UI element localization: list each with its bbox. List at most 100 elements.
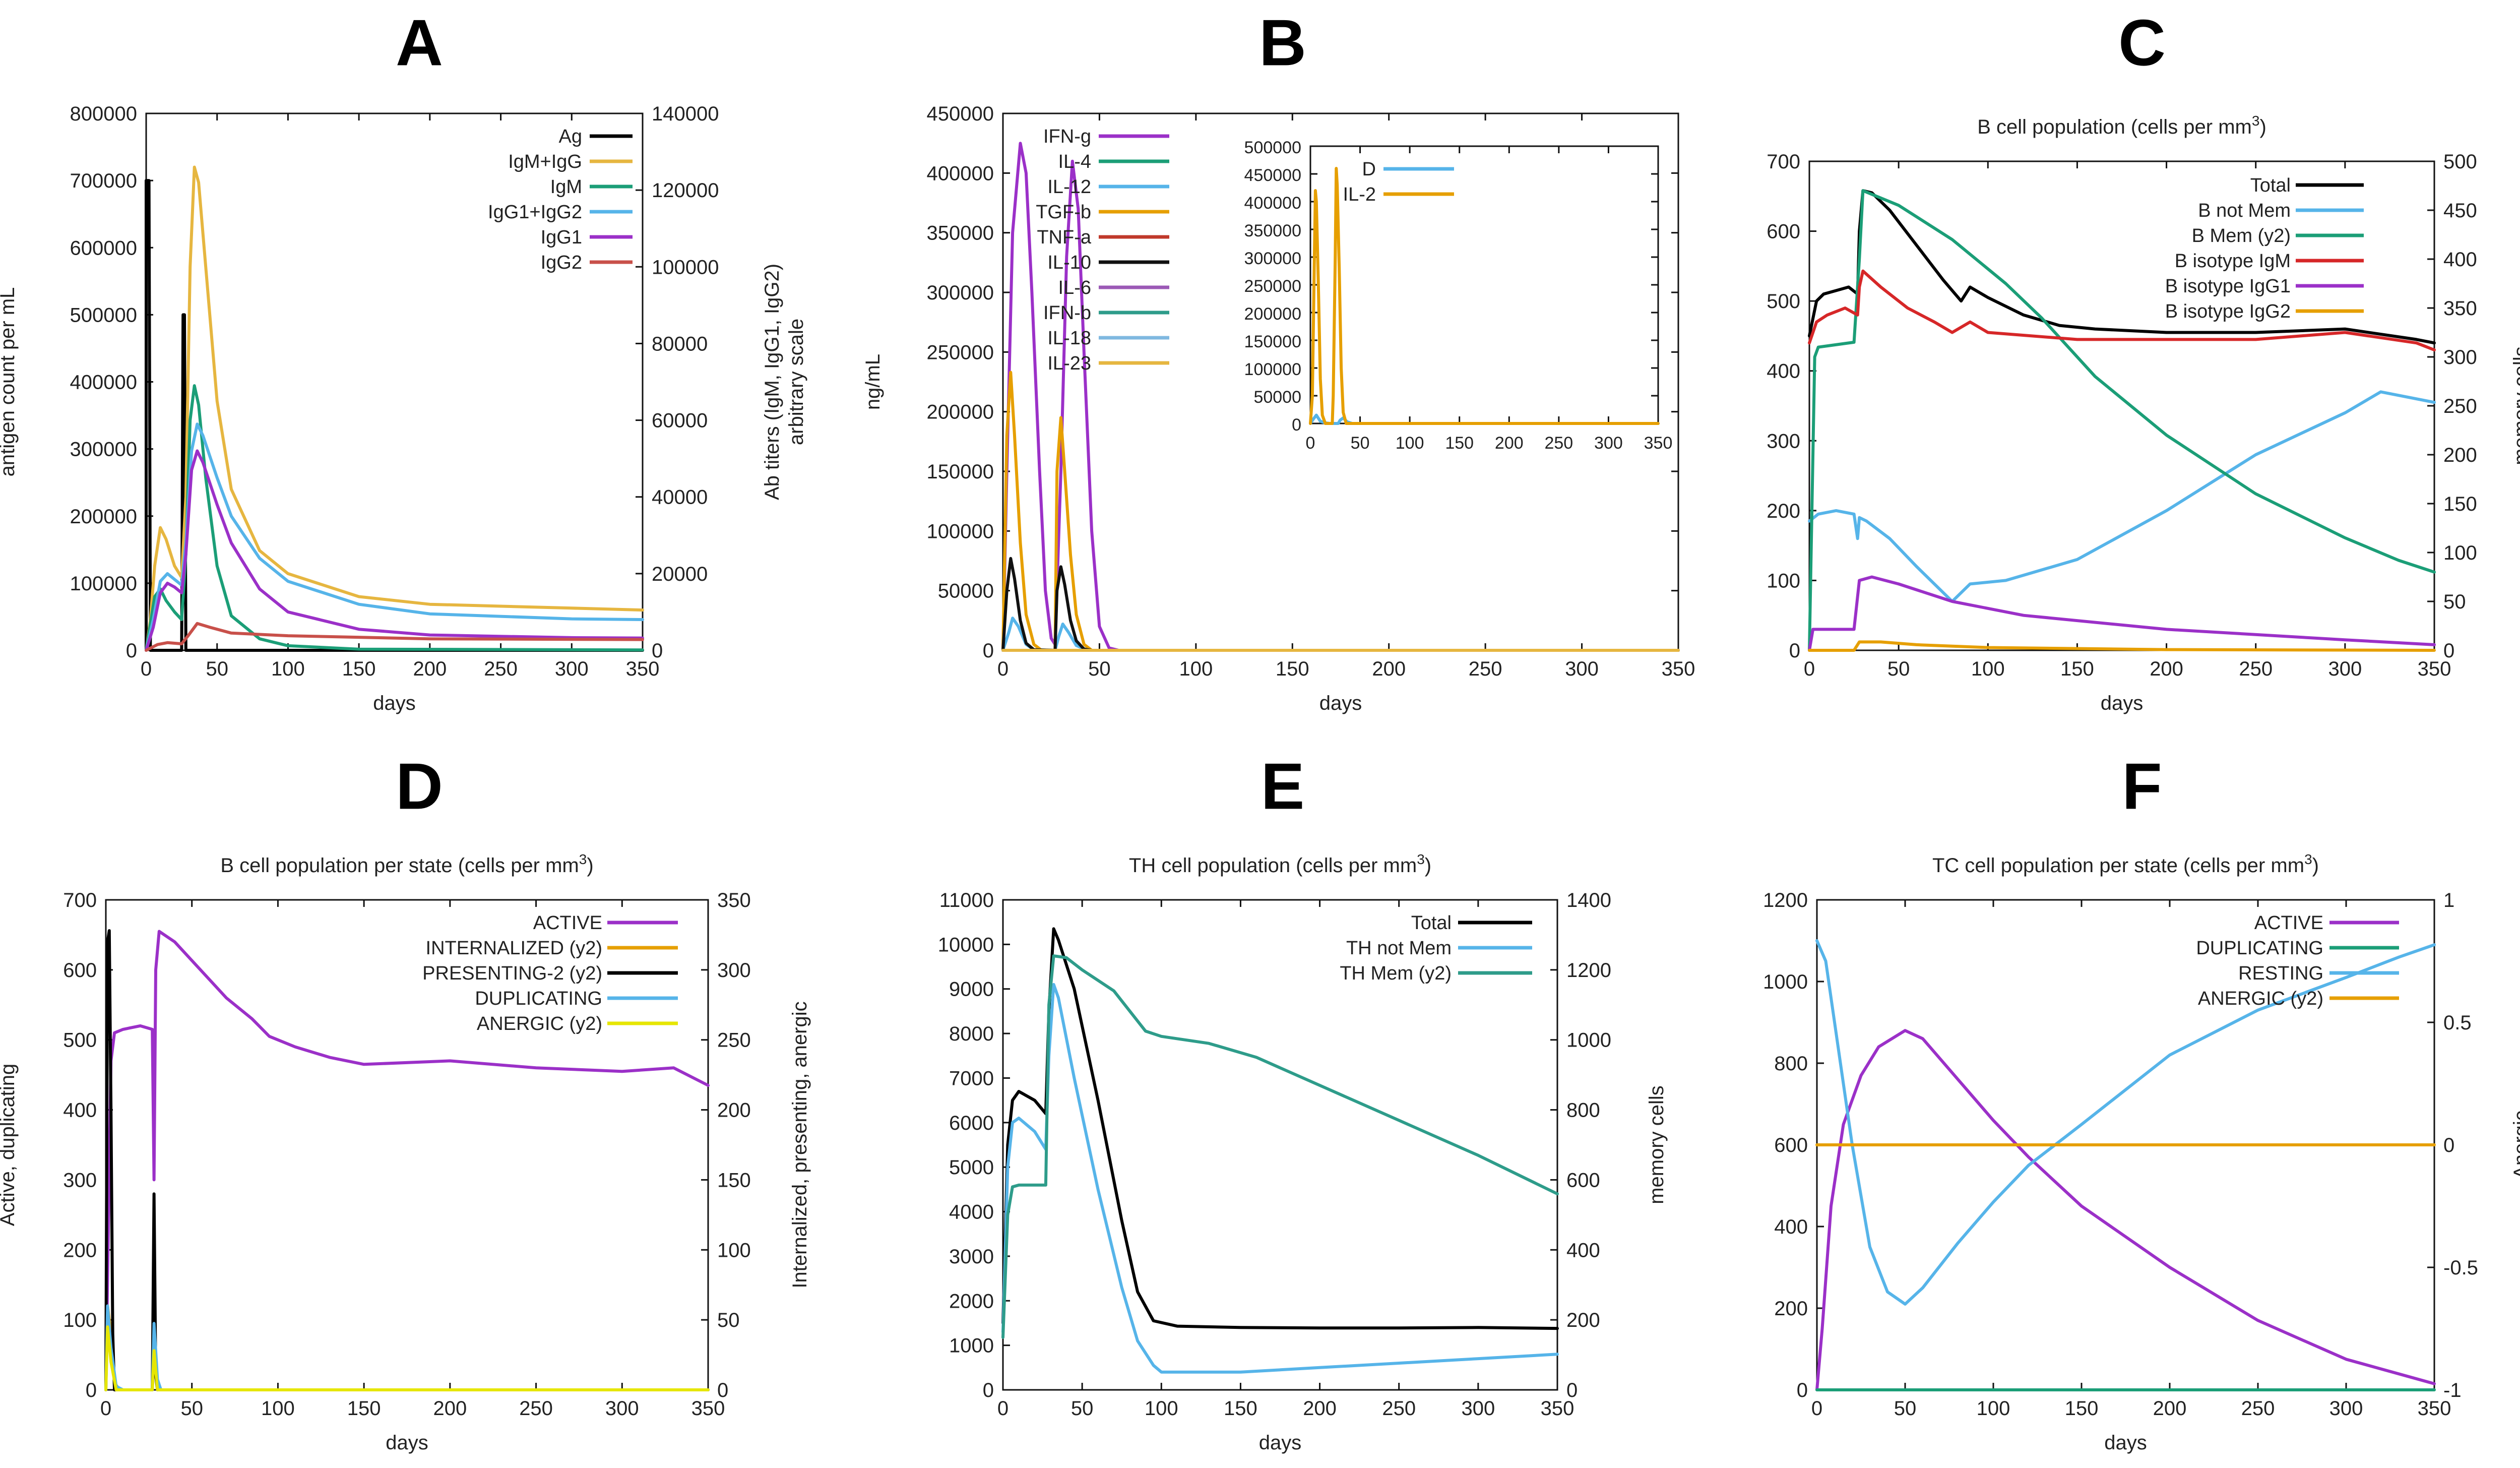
y2-tick-label: 200 (1566, 1309, 1600, 1331)
series-th-mem-y2 (1001, 954, 1559, 1339)
chart-panel-c: 0 50 100 150 200 250 300 3500100200300400500600… (1767, 113, 2520, 714)
legend-label: IL-23 (1047, 353, 1091, 374)
y2-axis-label: Ab titers (IgM, IgG1, IgG2) (761, 264, 783, 500)
y-tick-label: 200 (1774, 1298, 1808, 1320)
x-axis-label: days (373, 692, 416, 714)
panel-letter-a: A (396, 6, 443, 79)
x-axis-label: days (1259, 1432, 1302, 1454)
legend-label: TH not Mem (1346, 938, 1452, 959)
y-tick-label: 200000 (70, 506, 137, 528)
x-tick-label: 200 (1303, 1397, 1337, 1420)
x-tick-label: 150 (347, 1397, 381, 1420)
x-tick-label: 350 (1662, 658, 1695, 680)
y-axis-label: antigen count per mL (0, 287, 19, 477)
y-tick-label: 0 (983, 640, 994, 662)
y-tick-label: 800 (1774, 1053, 1808, 1075)
panel-letter-b: B (1259, 6, 1306, 79)
y-tick-label: 600 (1767, 221, 1800, 243)
y2-tick-label: 1200 (1566, 959, 1611, 982)
y2-tick-label: 60000 (652, 410, 708, 432)
y-tick-label: 0 (126, 640, 137, 662)
y-tick-label: 150000 (927, 461, 994, 483)
x-tick-label: 100 (1977, 1397, 2010, 1420)
chart-title: TC cell population per state (cells per … (1932, 851, 2319, 877)
legend-label: ANERGIC (y2) (2198, 988, 2323, 1009)
y-tick-label: 100000 (70, 573, 137, 595)
x-tick-label: 200 (413, 658, 447, 680)
y2-tick-label: 0 (2443, 1134, 2454, 1156)
legend-label: IgM+IgG (508, 151, 582, 172)
series-igm-igg (145, 165, 644, 652)
y-tick-label: 450000 (1244, 166, 1301, 185)
y-axis-label: ng/mL (862, 354, 884, 410)
y2-tick-label: 100000 (652, 256, 719, 278)
x-tick-label: 100 (1396, 434, 1424, 453)
legend-label: IgG2 (541, 252, 582, 273)
y-tick-label: 8000 (949, 1023, 994, 1045)
y2-tick-label: -0.5 (2443, 1257, 2478, 1279)
legend-label: RESTING (2238, 963, 2323, 984)
x-axis-label: days (2104, 1432, 2147, 1454)
x-tick-label: 100 (261, 1397, 295, 1420)
x-tick-label: 250 (2239, 658, 2273, 680)
y2-tick-label: 1 (2443, 889, 2454, 911)
x-tick-label: 350 (1541, 1397, 1574, 1420)
inset-background (1310, 146, 1658, 423)
series-active (1815, 1029, 2436, 1391)
x-tick-label: 50 (1894, 1397, 1917, 1420)
series-b-isotype-igg1 (1808, 575, 2436, 652)
x-tick-label: 250 (519, 1397, 553, 1420)
x-tick-label: 300 (1594, 434, 1623, 453)
y-tick-label: 200 (63, 1239, 97, 1261)
x-tick-label: 150 (2060, 658, 2094, 680)
x-tick-label: 300 (2329, 1397, 2363, 1420)
legend-label: Total (2250, 175, 2291, 196)
y-tick-label: 4000 (949, 1201, 994, 1224)
x-tick-label: 0 (1811, 1397, 1822, 1420)
x-tick-label: 0 (141, 658, 152, 680)
y2-tick-label: 0 (652, 640, 663, 662)
x-tick-label: 50 (1351, 434, 1370, 453)
legend-label: IL-4 (1058, 151, 1091, 172)
x-tick-label: 250 (1544, 434, 1573, 453)
y2-axis-label: memory cells (1646, 1085, 1668, 1204)
y2-tick-label: 20000 (652, 563, 708, 585)
x-tick-label: 300 (555, 658, 589, 680)
y2-tick-label: 1400 (1566, 889, 1611, 911)
y-tick-label: 250000 (927, 341, 994, 363)
y2-tick-label: -1 (2443, 1379, 2462, 1401)
y2-tick-label: 200 (2443, 444, 2477, 466)
y2-axis-label: arbitrary scale (785, 319, 807, 445)
y2-tick-label: 500 (2443, 151, 2477, 173)
x-tick-label: 100 (1971, 658, 2005, 680)
legend-label: Total (1411, 912, 1452, 934)
y-tick-label: 450000 (927, 103, 994, 125)
y-tick-label: 400000 (70, 372, 137, 394)
y2-axis-label: Internalized, presenting, anergic (789, 1001, 811, 1288)
panel-letter-d: D (396, 749, 443, 823)
y-tick-label: 800000 (70, 103, 137, 125)
x-axis-label: days (1319, 692, 1362, 714)
legend-label: B isotype IgG2 (2165, 301, 2291, 322)
y-tick-label: 0 (983, 1379, 994, 1401)
y-tick-label: 200 (1767, 500, 1800, 522)
y-tick-label: 350000 (927, 222, 994, 244)
x-tick-label: 100 (271, 658, 305, 680)
legend-label: TNF-a (1037, 227, 1092, 248)
x-tick-label: 300 (1565, 658, 1599, 680)
y-tick-label: 10000 (938, 934, 994, 956)
y-tick-label: 700000 (70, 170, 137, 192)
y2-axis-label: memory cells (2510, 346, 2520, 465)
series-il-2 (1309, 167, 1660, 425)
chart-title: B cell population (cells per mm3) (1977, 113, 2266, 138)
x-tick-label: 50 (1088, 658, 1111, 680)
panel-letter-c: C (2118, 6, 2166, 79)
y-tick-label: 250000 (1244, 277, 1301, 296)
x-tick-label: 150 (1276, 658, 1309, 680)
series-internalized-y2 (104, 1304, 710, 1391)
legend-label: Ag (559, 126, 582, 147)
series-resting (1815, 939, 2436, 1306)
x-tick-label: 100 (1145, 1397, 1178, 1420)
y-tick-label: 600 (1774, 1134, 1808, 1156)
